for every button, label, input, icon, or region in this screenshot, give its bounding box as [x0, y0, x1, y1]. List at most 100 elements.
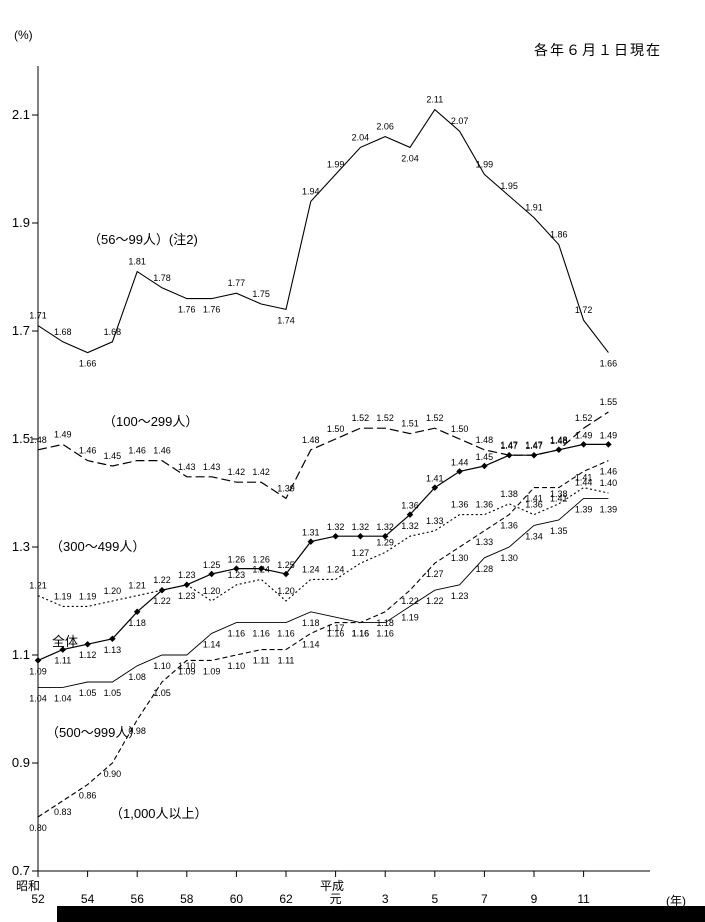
point-label-size-56-99: 2.06 [376, 122, 394, 132]
point-label-size-100-299: 1.50 [327, 424, 345, 434]
point-label-size-56-99: 2.07 [451, 116, 469, 126]
point-label-size-500-999: 1.10 [153, 661, 171, 671]
diamond-marker [307, 538, 315, 545]
series-line-size-100-299 [37, 411, 609, 500]
x-tick-label: 7 [481, 892, 488, 906]
point-label-size-500-999: 1.18 [302, 618, 320, 628]
point-label-size-100-299: 1.49 [54, 429, 72, 439]
point-label-size-56-99: 1.66 [600, 359, 618, 369]
point-label-size-300-499: 1.36 [476, 500, 494, 510]
diamond-marker [183, 581, 191, 589]
point-label-size-100-299: 1.52 [426, 413, 444, 423]
point-label-size-100-299: 1.43 [203, 462, 221, 472]
y-tick-label: 1.9 [12, 215, 30, 230]
point-label-size-56-99: 1.91 [525, 203, 543, 213]
point-label-size-1000-plus: 1.30 [451, 553, 469, 563]
series-line-total [37, 443, 609, 661]
bottom-divider-bar [57, 906, 705, 922]
point-label-size-300-499: 1.20 [104, 586, 122, 596]
diamond-marker [84, 640, 91, 648]
series-label-300-499: （300～499人） [50, 539, 146, 554]
point-label-size-100-299: 1.46 [153, 446, 171, 456]
diamond-marker [109, 635, 116, 643]
point-label-size-500-999: 1.30 [500, 553, 518, 563]
series-label-100-299: （100～299人） [103, 414, 199, 429]
point-label-size-1000-plus: 0.98 [128, 726, 146, 736]
point-label-size-500-999: 1.17 [327, 623, 345, 633]
point-label-total: 1.49 [600, 430, 618, 440]
point-label-size-100-299: 1.45 [104, 451, 122, 461]
diamond-marker [133, 608, 141, 616]
point-label-size-100-299: 1.52 [575, 413, 593, 423]
point-label-size-500-999: 1.05 [79, 688, 97, 698]
point-label-size-100-299: 1.42 [228, 467, 246, 477]
diamond-marker [605, 441, 612, 448]
point-label-size-56-99: 2.04 [401, 153, 419, 163]
point-label-size-100-299: 1.48 [302, 435, 320, 445]
diamond-marker [530, 451, 538, 459]
y-tick-label: 2.1 [12, 107, 30, 122]
point-label-size-500-999: 1.04 [54, 693, 72, 703]
point-label-total: 1.22 [153, 596, 171, 606]
point-label-size-300-499: 1.24 [327, 564, 345, 574]
point-label-size-300-499: 1.27 [352, 548, 370, 558]
point-label-total: 1.11 [54, 656, 71, 666]
point-label-total: 1.26 [228, 555, 246, 565]
point-label-size-500-999: 1.22 [426, 596, 444, 606]
point-label-size-1000-plus: 0.80 [29, 823, 47, 833]
point-label-size-500-999: 1.16 [376, 629, 394, 639]
point-label-size-100-299: 1.43 [178, 462, 196, 472]
y-tick-label: 0.7 [12, 863, 30, 878]
diamond-marker [456, 468, 463, 475]
point-label-size-300-499: 1.21 [29, 581, 47, 591]
x-tick-label: 54 [81, 892, 95, 906]
point-label-size-100-299: 1.51 [401, 419, 419, 429]
point-label-size-100-299: 1.47 [500, 440, 518, 450]
point-label-size-56-99: 1.77 [228, 278, 246, 288]
point-label-total: 1.32 [327, 522, 345, 532]
series-line-size-56-99 [37, 108, 609, 354]
point-label-size-56-99: 1.68 [104, 327, 122, 337]
point-label-size-1000-plus: 1.16 [327, 629, 345, 639]
point-label-size-56-99: 1.99 [476, 159, 494, 169]
point-label-total: 1.44 [451, 457, 469, 467]
point-label-size-300-499: 1.24 [302, 564, 320, 574]
series-line-size-500-999 [38, 497, 609, 688]
point-label-size-300-499: 1.38 [500, 489, 518, 499]
point-label-size-300-499: 1.19 [79, 591, 97, 601]
point-label-size-1000-plus: 1.22 [401, 596, 419, 606]
series-label-total: 全体 [52, 634, 79, 649]
point-label-total: 1.49 [575, 430, 593, 440]
y-tick-label: 1.5 [12, 431, 30, 446]
series-label-500-999: （500～999人） [46, 725, 142, 740]
point-label-size-100-299: 1.55 [600, 397, 618, 407]
point-label-size-100-299: 1.52 [376, 413, 394, 423]
diamond-marker [208, 570, 215, 578]
x-tick-label: 62 [279, 892, 293, 906]
y-tick-label: 1.3 [12, 539, 30, 554]
y-axis-unit-label: (%) [14, 28, 33, 42]
diamond-marker [158, 586, 166, 594]
point-label-total: 1.13 [104, 645, 122, 655]
point-label-size-300-499: 1.32 [401, 521, 419, 531]
point-label-size-500-999: 1.10 [178, 661, 196, 671]
point-label-size-100-299: 1.46 [79, 446, 97, 456]
era-label-showa: 昭和 [16, 879, 41, 893]
point-label-size-56-99: 1.76 [203, 305, 221, 315]
point-label-size-100-299: 1.47 [525, 440, 543, 450]
point-label-size-56-99: 2.11 [426, 95, 443, 105]
point-label-total: 1.47 [525, 441, 543, 451]
y-tick-label: 0.9 [12, 755, 30, 770]
point-label-size-56-99: 1.72 [575, 305, 593, 315]
point-label-size-56-99: 1.95 [500, 181, 518, 191]
point-label-size-100-299: 1.52 [352, 413, 370, 423]
x-tick-label: 3 [382, 892, 389, 906]
point-label-size-1000-plus: 0.86 [79, 791, 97, 801]
point-label-size-1000-plus: 1.14 [302, 639, 320, 649]
point-label-total: 1.45 [476, 452, 494, 462]
point-label-size-1000-plus: 0.83 [54, 807, 72, 817]
point-label-total: 1.25 [277, 560, 295, 570]
point-label-size-300-499: 1.19 [54, 591, 72, 601]
point-label-size-300-499: 1.20 [277, 586, 295, 596]
point-label-size-500-999: 1.05 [104, 688, 122, 698]
